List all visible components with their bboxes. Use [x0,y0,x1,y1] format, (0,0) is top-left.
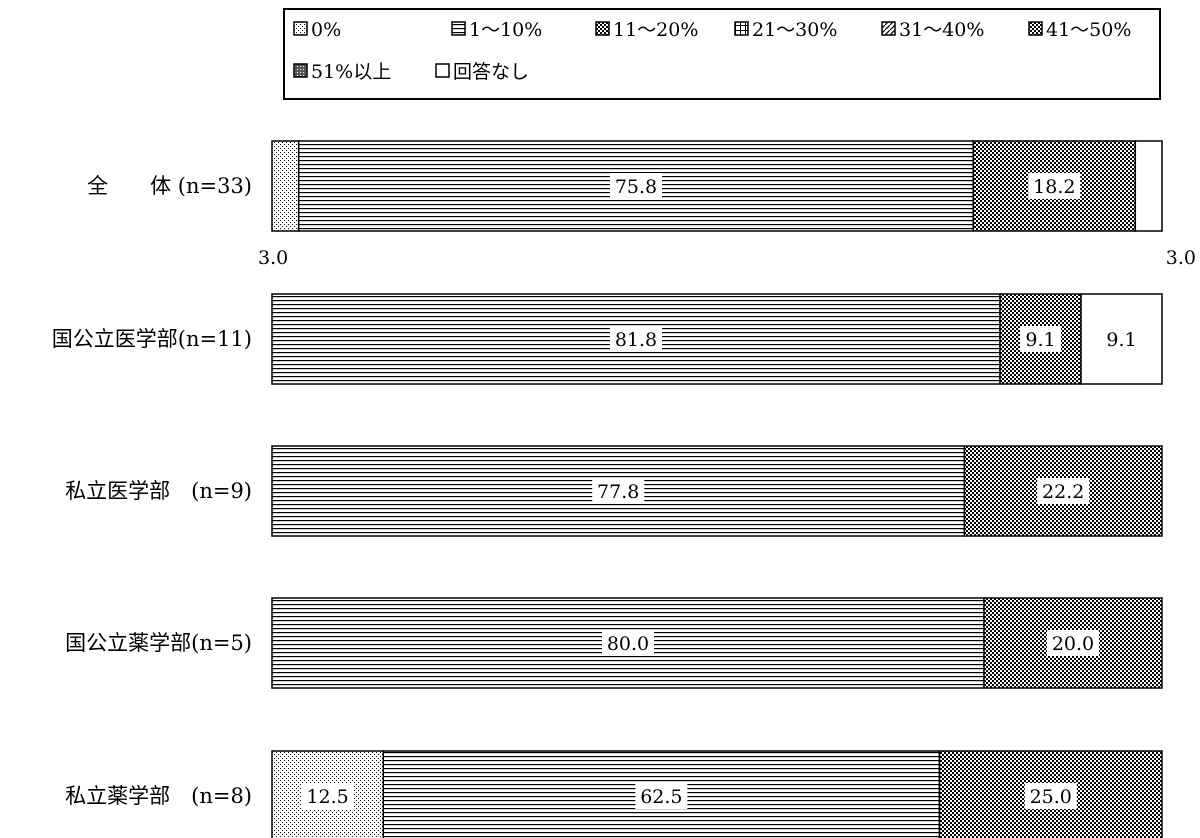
data-label-bg [1047,630,1099,656]
legend-item-p41: 41～50% [1028,19,1131,41]
data-label-p1: 80.0 [607,633,649,655]
data-label-p11: 20.0 [1052,633,1094,655]
data-label-p1: 77.8 [597,481,639,503]
legend-swatch-p21 [734,21,749,36]
data-label-bg [1020,326,1062,352]
legend-item-p31: 31～40% [881,19,984,41]
bar-row: 私立薬学部 (n=8) 12.5 62.5 25.0 [65,750,1163,838]
data-label-p1: 62.5 [640,786,682,808]
data-label-p11: 25.0 [1030,786,1072,808]
legend-swatch-p0 [293,21,308,36]
bar-row: 私立医学部 (n=9) 77.8 22.2 [65,445,1163,537]
legend-item-p51: 51%以上 [293,61,391,83]
legend-label-p1: 1～10% [469,19,542,41]
data-label-bg [592,478,645,504]
data-label-p1: 81.8 [615,329,657,351]
legend-item-p11: 11～20% [595,19,698,41]
data-label-p0: 12.5 [306,786,348,808]
data-label-p0: 3.0 [258,247,288,269]
legend-swatch-p1 [451,21,466,36]
legend-swatch-p31 [881,21,896,36]
legend-swatch-p51 [293,63,308,78]
data-label-bg [1024,783,1077,809]
legend-swatch-p11 [595,21,610,36]
legend-frame [283,8,1161,100]
category-label: 国公立医学部(n=11) [52,327,252,351]
legend-item-p1: 1～10% [451,19,542,41]
data-label-bg [610,326,663,352]
bar-row: 全 体 (n=33) 3.0 75.8 18.2 3.0 [87,140,1196,269]
category-label: 国公立薬学部(n=5) [65,631,252,655]
bar-row: 国公立薬学部(n=5) 80.0 20.0 [65,597,1163,689]
legend-swatch-na [435,63,450,78]
legend-label-p41: 41～50% [1046,19,1131,41]
bar-row: 国公立医学部(n=11) 81.8 9.1 9.1 [52,293,1163,385]
bar-segment-p1 [271,293,1001,385]
data-label-bg [610,173,663,199]
data-label-bg [1037,478,1090,504]
data-label-bg [602,630,654,656]
legend-item-p0: 0% [293,19,341,41]
legend-label-na: 回答なし [453,61,529,83]
legend-label-p21: 21～30% [752,19,837,41]
data-label-na: 3.0 [1166,247,1196,269]
category-label: 私立薬学部 (n=8) [65,784,252,808]
data-label-p1: 75.8 [615,176,657,198]
data-label-bg [1028,173,1081,199]
bar-segment-na [1080,293,1163,385]
data-label-p11: 18.2 [1033,176,1075,198]
data-label-na: 9.1 [1106,329,1136,351]
bar-segment-p0 [271,140,300,232]
data-label-p11: 22.2 [1042,481,1084,503]
legend: 0% 1～10% 11～20% 21～30% 31～40% 41～50% 51%以上 回答なし [283,8,1161,100]
legend-swatch-p41 [1028,21,1043,36]
legend-item-na: 回答なし [435,61,529,83]
legend-label-p11: 11～20% [613,19,698,41]
legend-item-p21: 21～30% [734,19,837,41]
legend-label-p31: 31～40% [899,19,984,41]
legend-label-p51: 51%以上 [311,61,391,83]
bar-segment-na [1134,140,1163,232]
data-label-bg [301,783,354,809]
data-label-p11: 9.1 [1025,329,1055,351]
category-label: 全 体 (n=33) [87,174,252,198]
bar-rows: 全 体 (n=33) 3.0 75.8 18.2 3.0 国公立医学部(n=11) 81.8… [52,140,1196,838]
data-label-bg [635,783,688,809]
category-label: 私立医学部 (n=9) [65,479,252,503]
legend-label-p0: 0% [311,19,341,41]
